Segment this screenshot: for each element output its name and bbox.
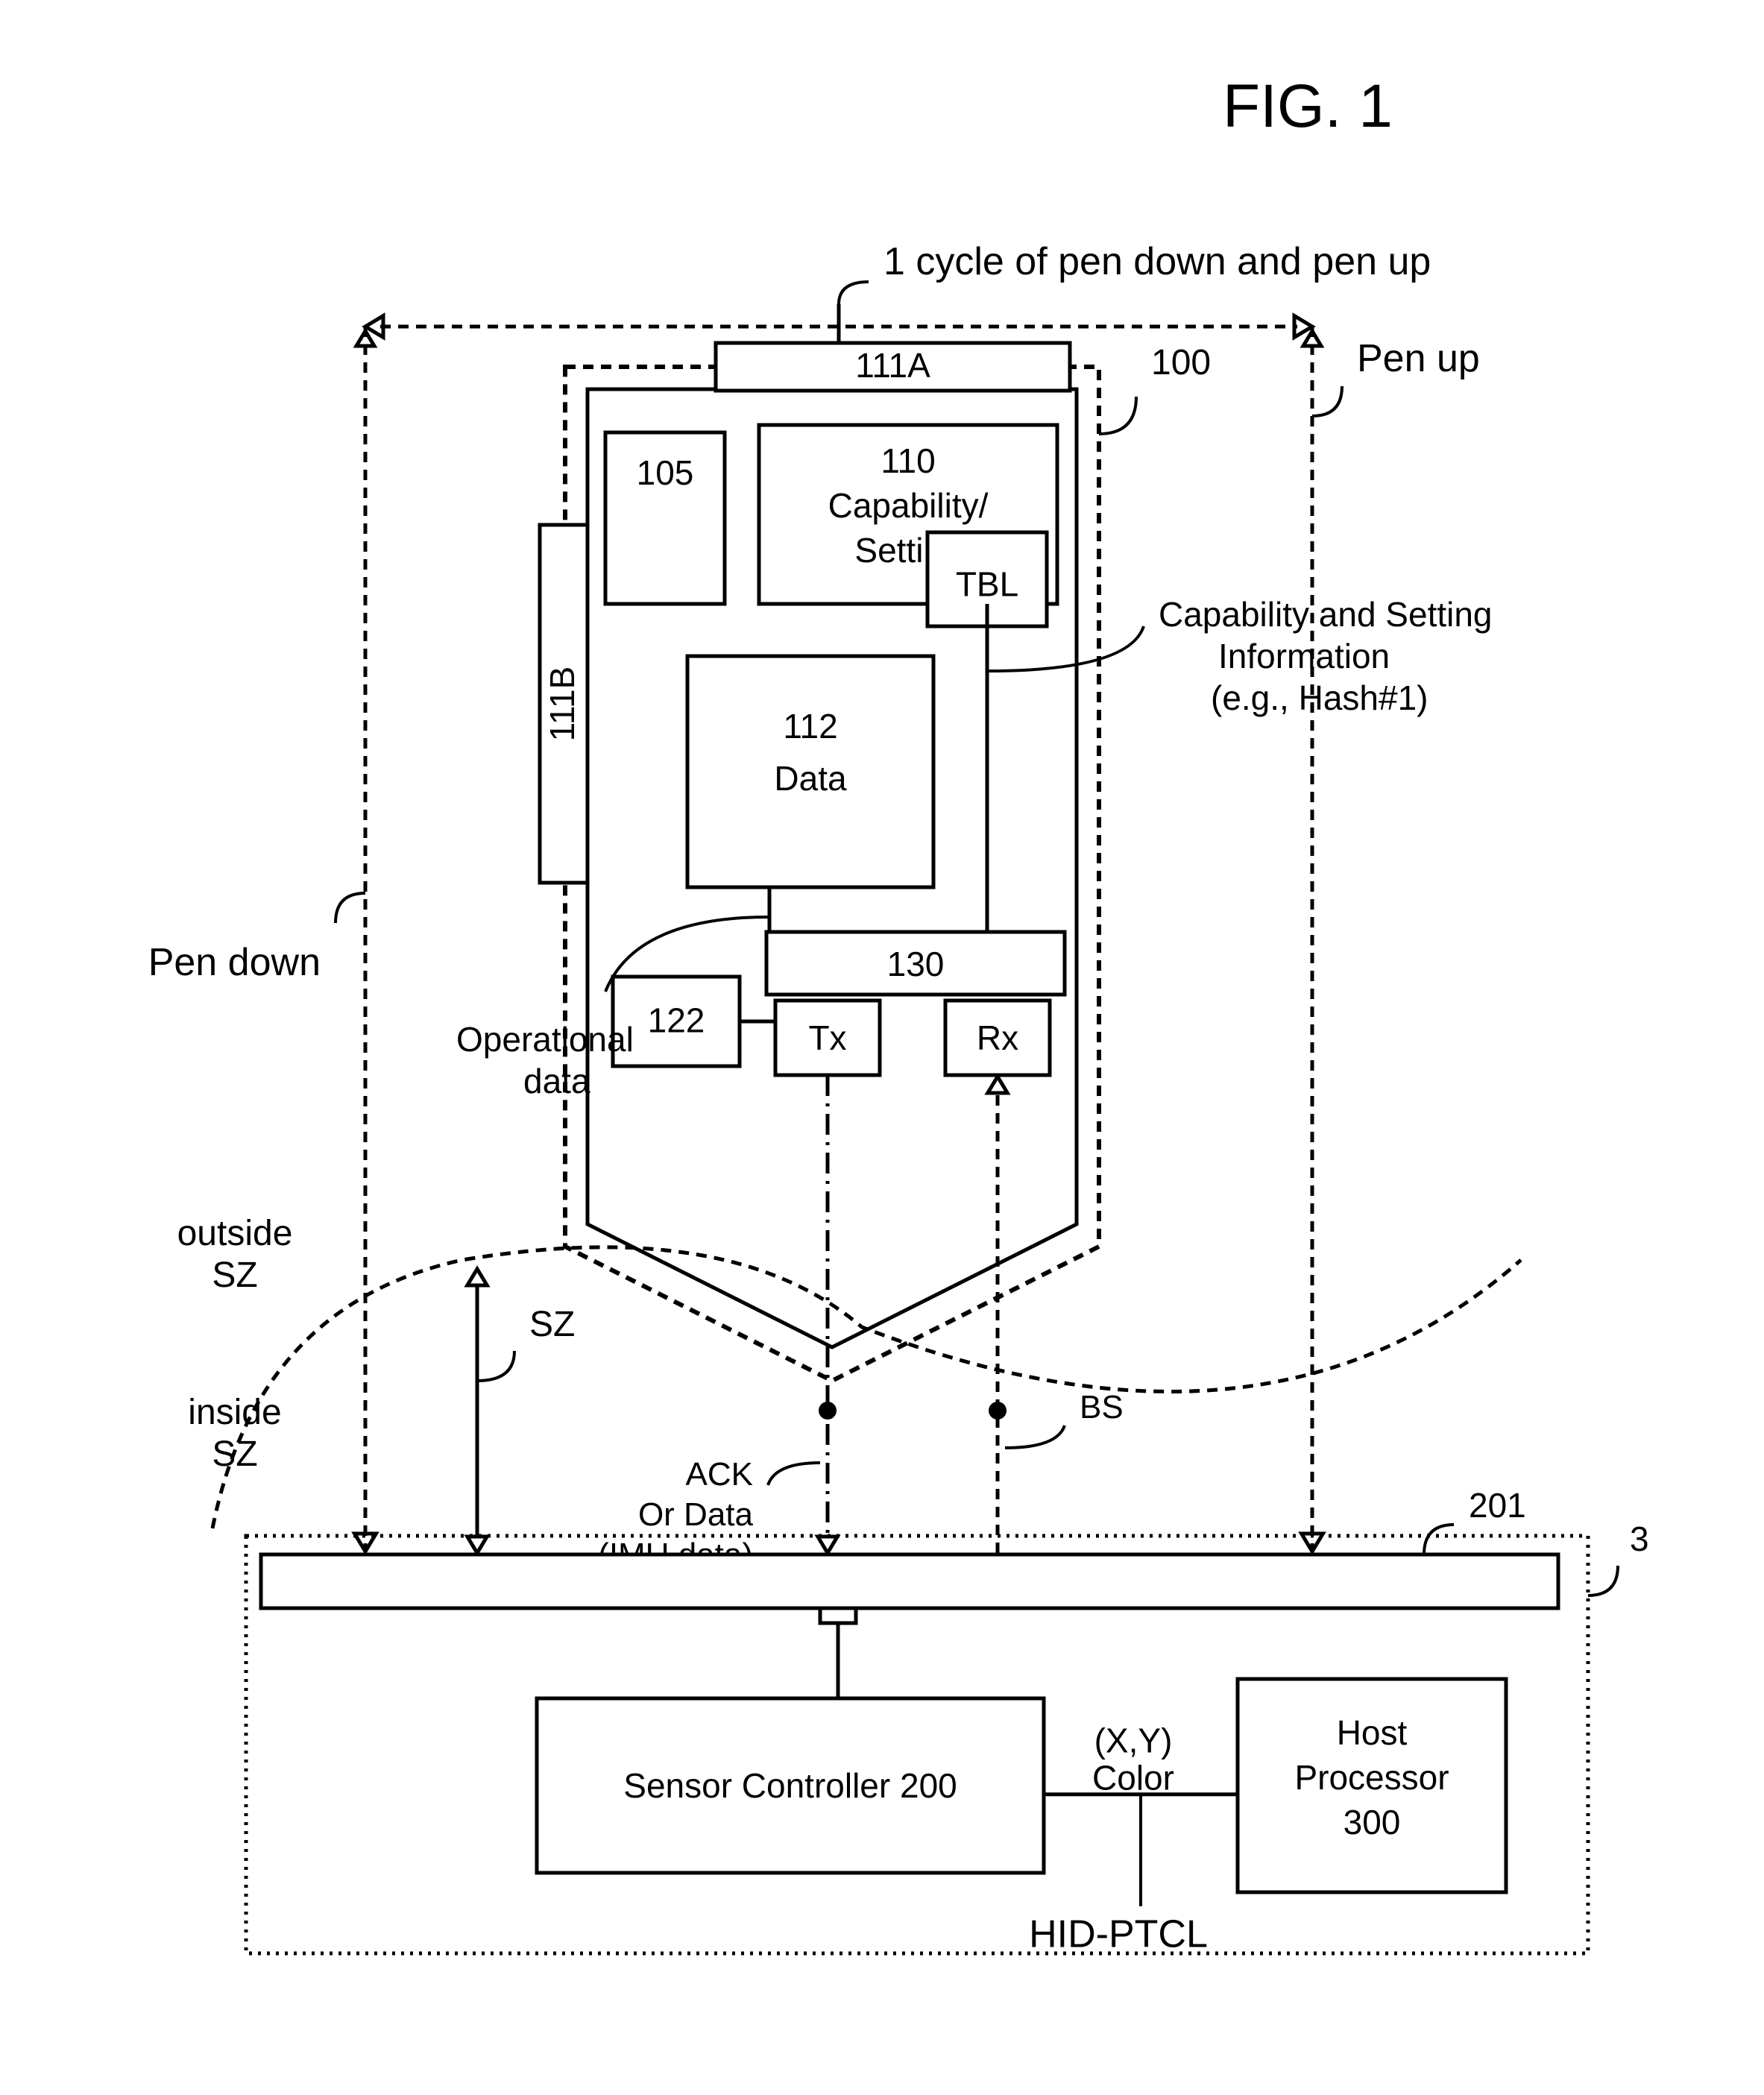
label-111a: 111A [855, 346, 930, 385]
figure-title: FIG. 1 [1223, 72, 1393, 140]
pen-down-leader [336, 893, 365, 923]
pen-ref: 100 [1151, 343, 1211, 382]
pen-ref-leader [1099, 397, 1136, 434]
arrow-head [467, 1537, 487, 1553]
host-proc-3: 300 [1344, 1803, 1401, 1842]
label-rx: Rx [977, 1018, 1018, 1057]
label-112-txt: Data [774, 759, 847, 798]
device-ref: 3 [1630, 1519, 1649, 1558]
host-proc-2: Processor [1294, 1758, 1449, 1797]
sensor-nub [820, 1608, 856, 1623]
sz-outside-1: outside [177, 1214, 293, 1253]
sensor-controller-label: Sensor Controller 200 [623, 1766, 957, 1805]
sz-label-leader [477, 1351, 514, 1381]
host-proc-1: Host [1337, 1713, 1408, 1752]
tx-node [819, 1402, 837, 1420]
label-111b: 111B [543, 667, 582, 742]
bs-label: BS [1080, 1389, 1124, 1425]
ack-leader [768, 1463, 820, 1485]
rx-node [989, 1402, 1007, 1420]
arrow-head [988, 1077, 1007, 1093]
bs-leader [1005, 1425, 1065, 1448]
sz-inside-2: SZ [212, 1434, 257, 1474]
sz-inside-1: inside [188, 1393, 281, 1432]
label-tx: Tx [808, 1018, 846, 1057]
link-xy: (X,Y) [1094, 1721, 1173, 1760]
arrow-head [467, 1269, 487, 1285]
sensor-bar [261, 1554, 1558, 1608]
link-color: Color [1092, 1759, 1174, 1798]
pen-down-label: Pen down [148, 941, 321, 984]
label-110-txt1: Capability/ [828, 486, 989, 525]
sensor-ref-leader [1424, 1525, 1454, 1554]
pen-up-leader [1312, 386, 1342, 416]
hid-label: HID-PTCL [1029, 1913, 1208, 1956]
arrow-head [818, 1537, 837, 1553]
device-ref-leader [1588, 1566, 1618, 1595]
operational-label-2: data [523, 1062, 590, 1100]
operational-label-1: Operational [456, 1020, 634, 1059]
pen-up-label: Pen up [1357, 337, 1480, 380]
sz-boundary-curve [212, 1247, 1521, 1528]
ack-2: Or Data [638, 1496, 754, 1533]
sensor-ref: 201 [1469, 1486, 1526, 1525]
label-tbl: TBL [956, 565, 1018, 604]
capinfo-2: Information [1218, 637, 1390, 675]
capinfo-1: Capability and Setting [1159, 595, 1493, 634]
sz-outside-2: SZ [212, 1256, 257, 1295]
label-110-num: 110 [881, 441, 935, 480]
label-122: 122 [648, 1001, 705, 1039]
sz-label: SZ [529, 1305, 575, 1344]
arrow-head [356, 331, 374, 346]
label-130: 130 [887, 945, 945, 983]
ack-1: ACK [686, 1456, 753, 1493]
cycle-label-leader [839, 282, 869, 304]
label-105: 105 [637, 453, 694, 492]
capinfo-leader [987, 626, 1144, 671]
label-112-num: 112 [783, 707, 837, 746]
cycle-label: 1 cycle of pen down and pen up [883, 240, 1431, 283]
arrow-head [1303, 331, 1321, 346]
capinfo-3: (e.g., Hash#1) [1211, 678, 1428, 717]
